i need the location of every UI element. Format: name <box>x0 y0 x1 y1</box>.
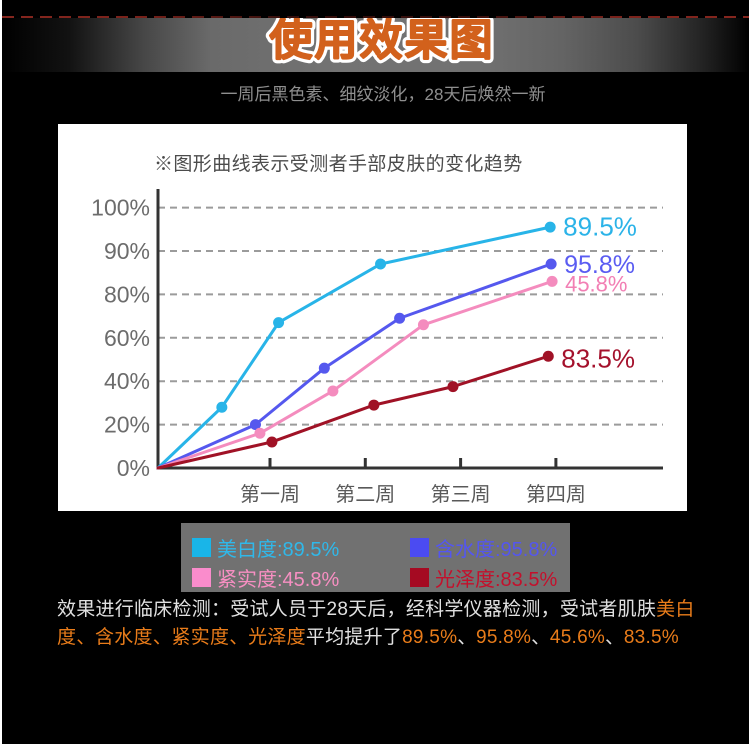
legend-item-firmness: 紧实度:45.8% <box>192 563 410 593</box>
result-text-line-2: 度、 含水度、 紧实度、 光泽度平均提升了89.5%、 95.8%、 45.6%… <box>57 624 717 652</box>
series-marker-whitening <box>544 221 556 233</box>
legend-swatch-firmness <box>192 567 211 587</box>
series-marker-firmness <box>254 427 266 439</box>
chart-legend: 美白度:89.5% 含水度:95.8% 紧实度:45.8% 光泽度:83.5% <box>181 523 570 592</box>
series-marker-gloss <box>542 350 554 362</box>
series-marker-hydration <box>249 419 261 431</box>
series-value-label-whitening: 89.5% <box>563 211 637 241</box>
series-marker-gloss <box>368 399 380 411</box>
result-text-accent: 45.6% <box>549 627 606 648</box>
legend-label-firmness: 紧实度:45.8% <box>217 568 340 591</box>
result-text-normal: 平均提升了 <box>305 627 403 648</box>
x-tick-label: 第一周 <box>240 483 300 506</box>
legend-label-whitening: 美白度:89.5% <box>217 539 340 562</box>
clinical-result-text: 效果进行临床检测：受试人员于28天后，经科学仪器检测，受试者肌肤美白 度、 含水度… <box>57 596 717 652</box>
result-text-accent: 度、 含水度、 紧实度、 光泽度 <box>57 627 306 648</box>
legend-label-gloss: 光泽度:83.5% <box>435 568 558 591</box>
legend-swatch-hydration <box>410 538 429 558</box>
series-value-label-firmness: 45.8% <box>565 271 627 296</box>
result-text-accent: 美白 <box>656 599 695 620</box>
series-marker-hydration <box>318 362 330 374</box>
legend-item-whitening: 美白度:89.5% <box>192 533 410 563</box>
series-value-label-gloss: 83.5% <box>561 344 635 374</box>
legend-label-hydration: 含水度:95.8% <box>435 539 558 562</box>
result-text-accent: 95.8% <box>476 627 532 648</box>
result-text-accent: 83.5% <box>623 627 679 648</box>
series-marker-gloss <box>447 381 459 393</box>
result-text-normal: 、 <box>457 627 477 648</box>
legend-item-gloss: 光泽度:83.5% <box>410 563 570 593</box>
dashed-divider <box>2 16 749 18</box>
y-tick-label: 80% <box>104 281 150 307</box>
y-tick-label: 40% <box>104 368 150 394</box>
subtitle: 一周后黑色素、细纹淡化，28天后焕然一新 <box>220 85 546 104</box>
header-bar: 使用效果图 使用效果图 <box>2 18 749 72</box>
result-text-normal: 效果进行临床检测：受试人员于28天后，经科学仪器检测，受试者肌肤 <box>57 599 657 620</box>
y-tick-label: 60% <box>104 325 150 351</box>
series-marker-firmness <box>327 385 339 397</box>
legend-swatch-gloss <box>410 567 429 587</box>
left-margin <box>0 0 2 744</box>
y-tick-label: 20% <box>104 412 150 438</box>
series-marker-whitening <box>375 258 387 270</box>
line-chart: 0% 20% 40% 60% 80% 90% 100% 第一周 第二周 第三周 第四周 89.5% 95… <box>91 189 663 506</box>
y-tick-label: 90% <box>104 238 150 264</box>
x-tick-label: 第四周 <box>526 483 586 506</box>
page-title-outline: 使用效果图 <box>270 18 495 65</box>
series-marker-hydration <box>394 312 406 324</box>
header-title-svg: 使用效果图 使用效果图 <box>266 18 497 69</box>
result-text-normal: 、 <box>605 627 624 648</box>
series-marker-whitening <box>216 401 228 413</box>
series-marker-gloss <box>266 436 278 448</box>
x-tick-label: 第二周 <box>335 483 395 506</box>
page-title: 使用效果图 <box>270 18 495 65</box>
y-tick-label: 100% <box>91 195 150 221</box>
result-text-normal: 、 <box>531 627 550 648</box>
x-tick-label: 第三周 <box>431 483 491 506</box>
series-marker-firmness <box>417 319 429 331</box>
legend-item-hydration: 含水度:95.8% <box>410 533 570 563</box>
y-tick-label: 0% <box>117 455 150 481</box>
legend-grid: 美白度:89.5% 含水度:95.8% 紧实度:45.8% 光泽度:83.5% <box>181 523 570 592</box>
series-value-label-hydration: 95.8% <box>564 251 635 279</box>
legend-swatch-whitening <box>192 538 211 558</box>
chart-panel: ※图形曲线表示受测者手部皮肤的变化趋势 0% 20% 40% 60% 80% 90% 100… <box>58 124 687 511</box>
result-text-line-1: 效果进行临床检测：受试人员于28天后，经科学仪器检测，受试者肌肤美白 <box>57 596 717 624</box>
series-marker-whitening <box>273 317 285 329</box>
chart-title: ※图形曲线表示受测者手部皮肤的变化趋势 <box>154 154 523 175</box>
series-marker-firmness <box>546 275 558 287</box>
series-marker-hydration <box>545 258 557 270</box>
result-text-accent: 89.5% <box>402 627 458 648</box>
